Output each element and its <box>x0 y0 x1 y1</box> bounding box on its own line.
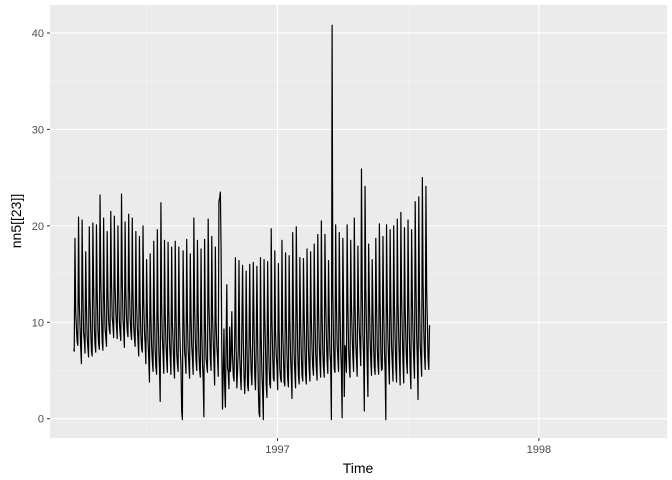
y-tick-label: 10 <box>32 317 44 329</box>
x-tick-label: 1998 <box>527 444 551 456</box>
y-tick-label: 30 <box>32 124 44 136</box>
x-axis-title: Time <box>343 460 374 476</box>
y-tick-label: 20 <box>32 221 44 233</box>
series-line <box>72 24 431 421</box>
x-axis-ticks: 1997 1998 <box>265 438 551 456</box>
y-tick-label: 40 <box>32 28 44 40</box>
y-tick-label: 0 <box>38 414 44 426</box>
y-axis-ticks: 0 10 20 30 40 <box>32 28 50 426</box>
y-axis-title: nn5[[23]] <box>8 194 24 249</box>
plot-panel <box>50 5 667 438</box>
x-tick-label: 1997 <box>265 444 289 456</box>
major-gridlines <box>50 5 667 438</box>
